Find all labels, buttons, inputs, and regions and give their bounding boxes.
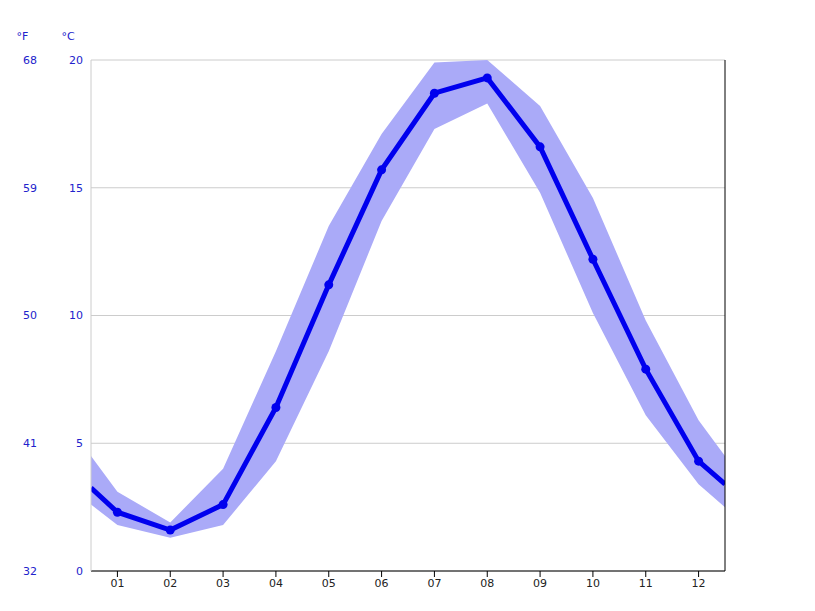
svg-text:68: 68 — [23, 54, 37, 67]
svg-text:07: 07 — [427, 577, 441, 590]
svg-text:20: 20 — [69, 54, 83, 67]
svg-text:5: 5 — [76, 437, 83, 450]
svg-text:°F: °F — [17, 30, 29, 43]
svg-text:32: 32 — [23, 565, 37, 578]
svg-text:59: 59 — [23, 182, 37, 195]
svg-text:09: 09 — [533, 577, 547, 590]
svg-text:03: 03 — [216, 577, 230, 590]
svg-text:10: 10 — [586, 577, 600, 590]
svg-text:12: 12 — [692, 577, 706, 590]
svg-text:°C: °C — [61, 30, 75, 43]
svg-text:0: 0 — [76, 565, 83, 578]
svg-text:50: 50 — [23, 309, 37, 322]
svg-text:04: 04 — [269, 577, 283, 590]
svg-text:05: 05 — [322, 577, 336, 590]
svg-text:10: 10 — [69, 309, 83, 322]
svg-text:08: 08 — [480, 577, 494, 590]
svg-text:06: 06 — [375, 577, 389, 590]
svg-text:15: 15 — [69, 182, 83, 195]
svg-text:01: 01 — [110, 577, 124, 590]
svg-text:02: 02 — [163, 577, 177, 590]
svg-text:41: 41 — [23, 437, 37, 450]
svg-text:11: 11 — [639, 577, 653, 590]
